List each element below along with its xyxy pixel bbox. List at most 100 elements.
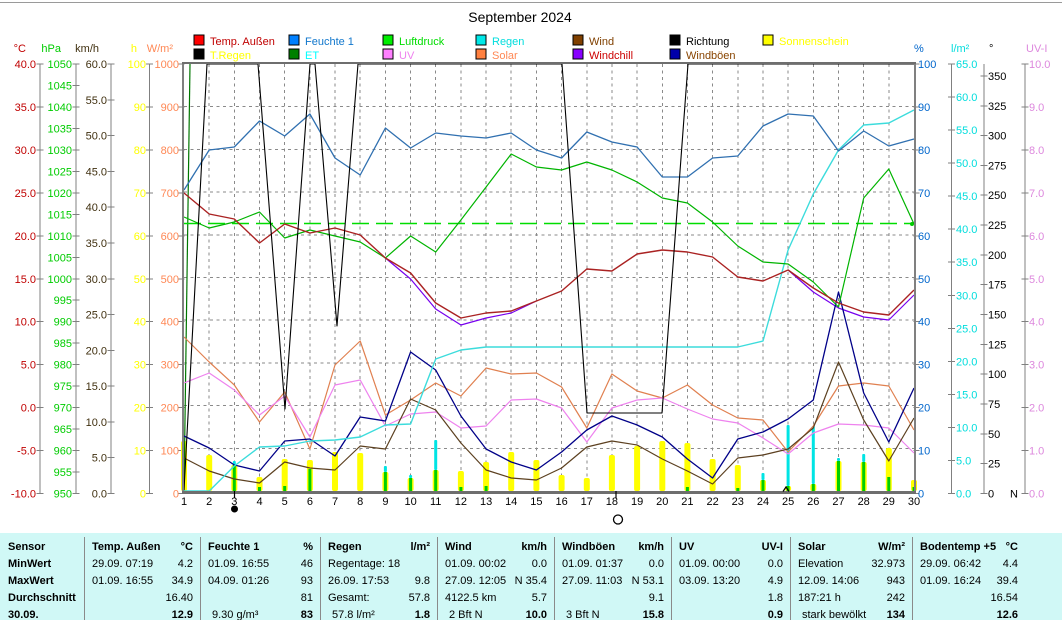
- svg-text:1000: 1000: [48, 274, 72, 286]
- svg-text:125: 125: [988, 339, 1006, 351]
- svg-text:40.0: 40.0: [15, 59, 36, 71]
- svg-text:15.0: 15.0: [15, 274, 36, 286]
- svg-text:1030: 1030: [48, 145, 72, 157]
- svg-text:39.4: 39.4: [997, 575, 1018, 587]
- svg-text:km/h: km/h: [638, 541, 664, 553]
- svg-text:1.0: 1.0: [1029, 446, 1044, 458]
- svg-text:5.0: 5.0: [21, 360, 36, 372]
- svg-text:34.9: 34.9: [172, 575, 193, 587]
- svg-text:l/m²: l/m²: [951, 43, 970, 55]
- svg-text:21: 21: [681, 496, 693, 508]
- svg-text:0: 0: [173, 489, 179, 501]
- svg-text:1000: 1000: [155, 59, 179, 71]
- svg-text:Wind: Wind: [589, 36, 614, 48]
- svg-text:2 Bft N: 2 Bft N: [449, 609, 483, 620]
- svg-text:9.0: 9.0: [1029, 102, 1044, 114]
- svg-text:27: 27: [832, 496, 844, 508]
- svg-text:1035: 1035: [48, 123, 72, 135]
- svg-text:0: 0: [988, 489, 994, 501]
- svg-text:23: 23: [732, 496, 744, 508]
- svg-text:15.8: 15.8: [643, 609, 664, 620]
- svg-text:stark bewölkt: stark bewölkt: [802, 609, 866, 620]
- svg-text:01.09. 16:55: 01.09. 16:55: [208, 558, 269, 570]
- svg-text:5.0: 5.0: [1029, 274, 1044, 286]
- svg-text:60.0: 60.0: [956, 92, 977, 104]
- svg-text:N 53.1: N 53.1: [632, 575, 664, 587]
- svg-text:30: 30: [918, 360, 930, 372]
- svg-text:10: 10: [134, 446, 146, 458]
- svg-text:17: 17: [581, 496, 593, 508]
- svg-text:UV-I: UV-I: [762, 541, 783, 553]
- svg-text:2: 2: [206, 496, 212, 508]
- svg-text:20.0: 20.0: [15, 231, 36, 243]
- svg-text:km/h: km/h: [75, 43, 99, 55]
- svg-text:70: 70: [918, 188, 930, 200]
- svg-text:70: 70: [134, 188, 146, 200]
- svg-text:MinWert: MinWert: [8, 558, 52, 570]
- svg-text:10.0: 10.0: [86, 417, 107, 429]
- svg-text:ET: ET: [305, 50, 319, 62]
- svg-text:0.0: 0.0: [92, 489, 107, 501]
- svg-text:65.0: 65.0: [956, 59, 977, 71]
- svg-text:5.0: 5.0: [956, 456, 971, 468]
- svg-text:75: 75: [988, 399, 1000, 411]
- svg-text:0.0: 0.0: [532, 558, 547, 570]
- svg-text:5.7: 5.7: [532, 592, 547, 604]
- svg-text:28: 28: [858, 496, 870, 508]
- svg-text:30: 30: [134, 360, 146, 372]
- svg-text:24: 24: [757, 496, 769, 508]
- svg-text:81: 81: [301, 592, 313, 604]
- svg-text:83: 83: [301, 609, 313, 620]
- svg-text:100: 100: [128, 59, 146, 71]
- svg-text:25: 25: [782, 496, 794, 508]
- svg-text:5: 5: [282, 496, 288, 508]
- svg-text:Sonnenschein: Sonnenschein: [779, 36, 849, 48]
- svg-text:01.09. 16:24: 01.09. 16:24: [920, 575, 981, 587]
- svg-text:975: 975: [54, 381, 72, 393]
- svg-text:29: 29: [883, 496, 895, 508]
- svg-text:Windböen: Windböen: [562, 541, 615, 553]
- svg-text:300: 300: [988, 131, 1006, 143]
- svg-text:15.0: 15.0: [86, 381, 107, 393]
- svg-text:Feuchte 1: Feuchte 1: [208, 541, 259, 553]
- svg-text:0.0: 0.0: [21, 403, 36, 415]
- svg-text:57.8: 57.8: [409, 592, 430, 604]
- svg-text:Windböen: Windböen: [686, 50, 736, 62]
- svg-text:40: 40: [134, 317, 146, 329]
- svg-text:1010: 1010: [48, 231, 72, 243]
- svg-text:45.0: 45.0: [86, 166, 107, 178]
- svg-text:20: 20: [656, 496, 668, 508]
- svg-text:12.6: 12.6: [997, 609, 1018, 620]
- svg-text:01.09. 01:37: 01.09. 01:37: [562, 558, 623, 570]
- svg-text:16: 16: [555, 496, 567, 508]
- svg-text:10.0: 10.0: [956, 422, 977, 434]
- svg-text:30.0: 30.0: [15, 145, 36, 157]
- svg-text:12.09. 14:06: 12.09. 14:06: [798, 575, 859, 587]
- svg-text:Feuchte 1: Feuchte 1: [305, 36, 354, 48]
- svg-text:26: 26: [807, 496, 819, 508]
- svg-text:hPa: hPa: [41, 43, 61, 55]
- svg-text:1015: 1015: [48, 209, 72, 221]
- svg-text:4.9: 4.9: [768, 575, 783, 587]
- svg-text:N: N: [1010, 489, 1018, 501]
- svg-text:35.0: 35.0: [15, 102, 36, 114]
- svg-text:1005: 1005: [48, 252, 72, 264]
- svg-text:4.2: 4.2: [178, 558, 193, 570]
- svg-text:%: %: [303, 541, 313, 553]
- svg-text:175: 175: [988, 280, 1006, 292]
- svg-text:134: 134: [887, 609, 906, 620]
- svg-text:10: 10: [404, 496, 416, 508]
- svg-text:80: 80: [134, 145, 146, 157]
- svg-text:40.0: 40.0: [956, 224, 977, 236]
- svg-text:1020: 1020: [48, 188, 72, 200]
- svg-text:400: 400: [161, 317, 179, 329]
- svg-text:50: 50: [918, 274, 930, 286]
- svg-text:300: 300: [161, 360, 179, 372]
- svg-text:1.8: 1.8: [415, 609, 430, 620]
- svg-text:11: 11: [430, 496, 441, 508]
- svg-text:6: 6: [307, 496, 313, 508]
- svg-text:800: 800: [161, 145, 179, 157]
- svg-text:30.09.: 30.09.: [8, 609, 39, 620]
- svg-text:26.09. 17:53: 26.09. 17:53: [328, 575, 389, 587]
- svg-text:100: 100: [161, 446, 179, 458]
